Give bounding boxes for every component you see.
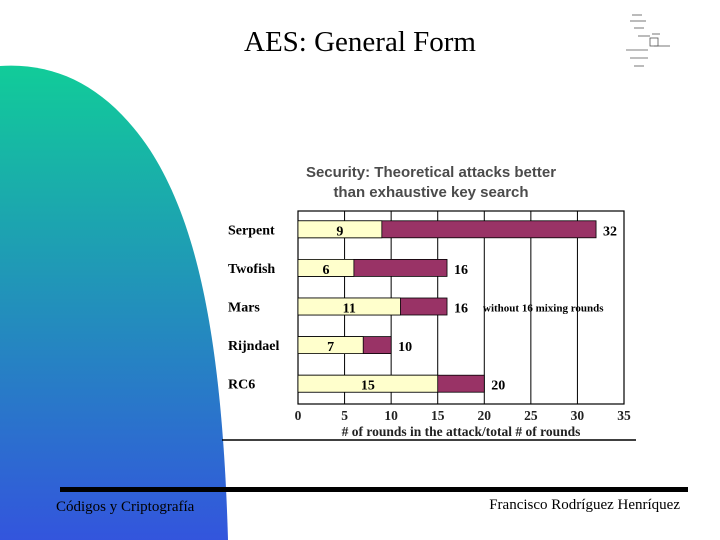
annotation-mars: without 16 mixing rounds bbox=[483, 303, 604, 315]
x-tick-25: 25 bbox=[524, 408, 538, 423]
x-tick-15: 15 bbox=[431, 408, 445, 423]
chart-title: Security: Theoretical attacks better than… bbox=[306, 164, 556, 201]
x-tick-labels: 0 5 10 15 20 25 30 35 bbox=[295, 408, 631, 423]
footer-course: Códigos y Criptografía bbox=[56, 499, 195, 515]
value-attack-rc6: 15 bbox=[361, 379, 375, 394]
category-label-mars: Mars bbox=[228, 301, 260, 316]
x-axis-title: # of rounds in the attack/total # of rou… bbox=[342, 424, 581, 439]
category-label-twofish: Twofish bbox=[228, 262, 275, 277]
value-total-rijndael: 10 bbox=[398, 340, 412, 355]
value-labels: 9 32 6 16 11 16 without 16 mixing rounds 7 10 15 2… bbox=[322, 224, 617, 393]
x-tick-20: 20 bbox=[478, 408, 492, 423]
institution-logo bbox=[626, 14, 670, 67]
bar-attack-mars bbox=[297, 297, 401, 316]
x-tick-5: 5 bbox=[341, 408, 348, 423]
x-tick-10: 10 bbox=[384, 408, 398, 423]
bar-attack-rc6 bbox=[297, 374, 439, 393]
value-attack-rijndael: 7 bbox=[327, 340, 334, 355]
footer-author: Francisco Rodríguez Henríquez bbox=[489, 497, 680, 513]
value-total-twofish: 16 bbox=[454, 263, 468, 278]
category-label-rc6: RC6 bbox=[228, 378, 255, 393]
value-attack-serpent: 9 bbox=[336, 224, 343, 239]
x-tick-35: 35 bbox=[617, 408, 631, 423]
bar-attack-twofish bbox=[297, 258, 355, 277]
category-label-rijndael: Rijndael bbox=[228, 339, 279, 354]
gradient-decoration bbox=[0, 65, 228, 540]
value-total-rc6: 20 bbox=[491, 379, 505, 394]
chart-title-line-2: than exhaustive key search bbox=[333, 184, 528, 201]
x-tick-0: 0 bbox=[295, 408, 302, 423]
value-attack-mars: 11 bbox=[343, 302, 356, 317]
value-total-serpent: 32 bbox=[603, 224, 617, 239]
chart-title-line-1: Security: Theoretical attacks better bbox=[306, 164, 556, 181]
x-tick-30: 30 bbox=[571, 408, 585, 423]
value-total-mars: 16 bbox=[454, 302, 468, 317]
bars bbox=[297, 220, 597, 393]
category-label-serpent: Serpent bbox=[228, 223, 275, 238]
bar-attack-serpent bbox=[297, 220, 383, 239]
bar-attack-rijndael bbox=[297, 336, 364, 355]
category-labels: Serpent Twofish Mars Rijndael RC6 bbox=[228, 223, 279, 392]
value-attack-twofish: 6 bbox=[322, 263, 329, 278]
slide-title: AES: General Form bbox=[244, 26, 476, 58]
footer-rule bbox=[60, 487, 688, 492]
